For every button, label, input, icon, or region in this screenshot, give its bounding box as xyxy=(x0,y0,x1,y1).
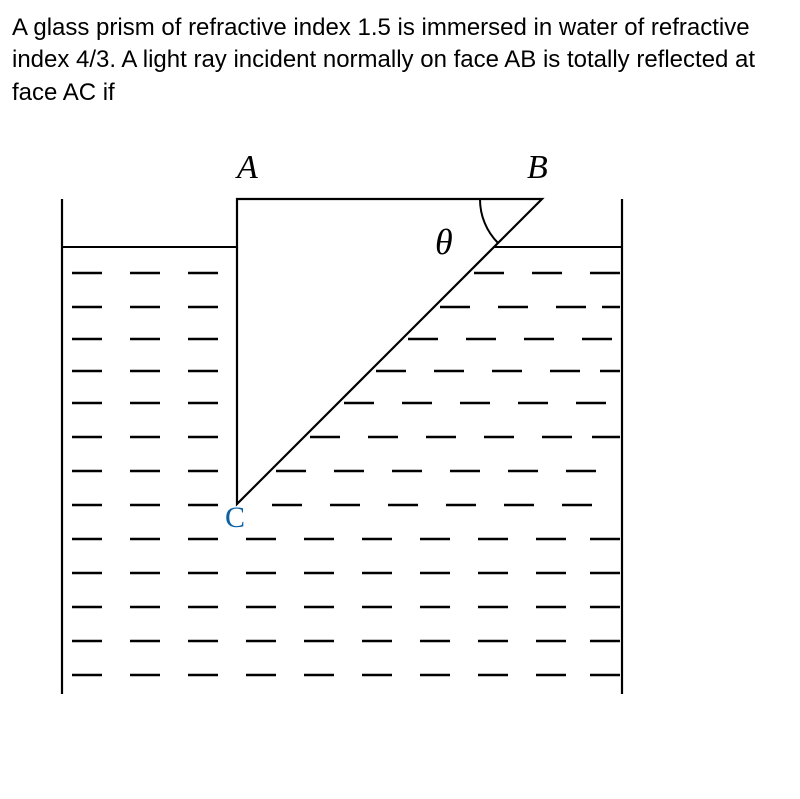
prism-diagram: A B C θ xyxy=(42,139,642,699)
question-text: A glass prism of refractive index 1.5 is… xyxy=(12,12,788,109)
label-b: B xyxy=(527,149,548,187)
diagram-svg xyxy=(42,139,642,699)
label-c: C xyxy=(225,501,245,535)
label-a: A xyxy=(237,149,258,187)
prism-triangle xyxy=(237,199,542,504)
label-theta: θ xyxy=(435,221,453,263)
